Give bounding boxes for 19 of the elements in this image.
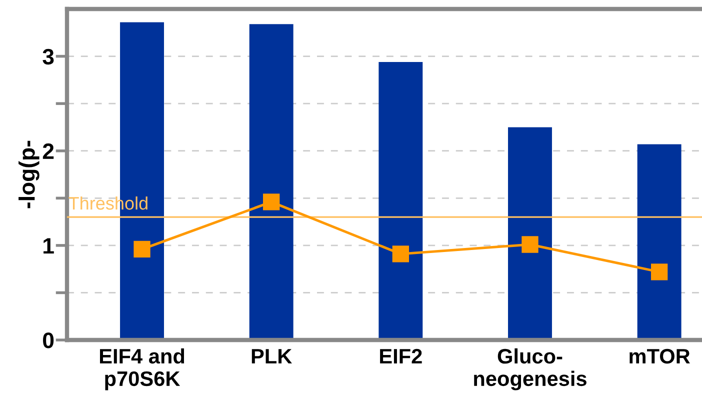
- bar: [637, 144, 682, 340]
- y-axis-title: -log(p-: [18, 140, 40, 208]
- point: [392, 246, 409, 262]
- bar: [249, 24, 294, 340]
- y-tick-label: 3: [42, 48, 54, 65]
- x-tick-label: EIF4 and p70S6K: [100, 348, 184, 390]
- y-tick-label: 1: [44, 238, 54, 254]
- x-tick-label: mTOR: [630, 348, 690, 364]
- y-tick-label: 2: [42, 143, 54, 159]
- x-tick-label: PLK: [252, 349, 292, 364]
- point: [134, 240, 150, 258]
- x-tick-label: EIF2: [380, 348, 422, 364]
- point: [263, 194, 280, 210]
- bar: [378, 62, 423, 340]
- x-tick-label: Gluco- neogenesis: [474, 348, 586, 390]
- point: [522, 236, 538, 253]
- y-tick-label: 0: [43, 332, 54, 348]
- bar: [508, 127, 552, 340]
- point: [650, 264, 668, 280]
